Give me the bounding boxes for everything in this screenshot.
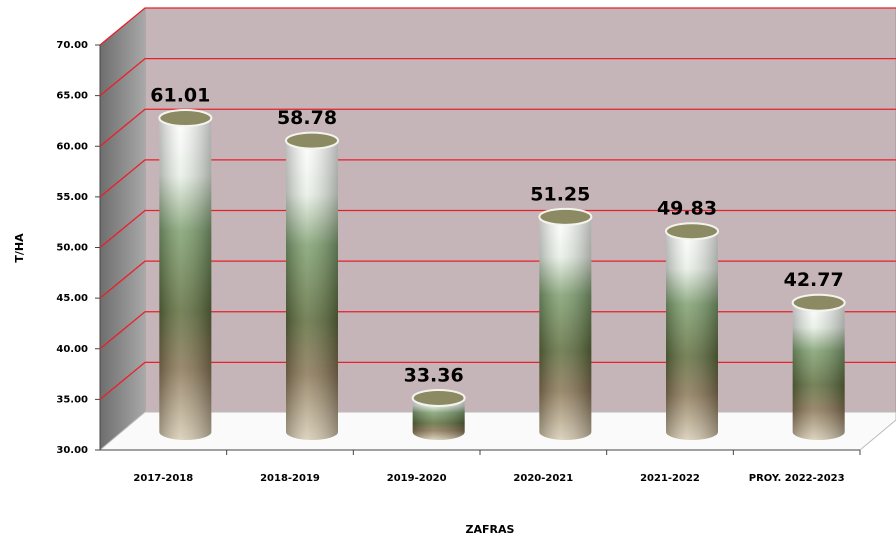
cylinder-shade	[539, 216, 592, 440]
cylinder-shade	[159, 118, 212, 441]
bar	[791, 293, 846, 440]
x-tick-label: 2019-2020	[387, 473, 447, 484]
value-label: 49.83	[657, 198, 717, 220]
y-tick-label: 50.00	[56, 243, 88, 254]
grid-line	[99, 311, 896, 350]
cylinder-top	[411, 388, 466, 407]
cylinder-shade	[666, 231, 718, 440]
y-tick-label: 65.00	[56, 91, 88, 102]
cylinder-top	[791, 293, 846, 312]
x-tick-label: PROY. 2022-2023	[749, 473, 845, 484]
grid-line	[99, 108, 896, 147]
bar	[665, 222, 719, 440]
cylinder-shade	[412, 397, 465, 440]
cylinder-top	[158, 109, 213, 128]
value-label: 51.25	[530, 183, 590, 205]
y-tick-label: 35.00	[56, 394, 88, 405]
y-tick-label: 30.00	[56, 445, 88, 456]
y-tick-label: 40.00	[56, 344, 88, 355]
y-tick-label: 45.00	[56, 293, 88, 304]
value-label: 42.77	[784, 269, 844, 291]
x-tick-label: 2017-2018	[133, 473, 193, 484]
bar	[285, 131, 339, 441]
cylinder-top	[285, 131, 339, 150]
grid-line	[99, 260, 896, 299]
y-tick-label: 70.00	[56, 40, 88, 51]
cylinder-shade	[792, 302, 845, 440]
bar	[411, 388, 466, 440]
grid-line	[99, 159, 896, 198]
cylinder-shade	[286, 140, 338, 441]
x-axis-label: ZAFRAS	[466, 523, 515, 536]
grid-line	[99, 7, 896, 46]
value-label: 58.78	[277, 107, 337, 129]
grid-line	[99, 209, 896, 249]
y-tick-label: 60.00	[56, 141, 88, 152]
bar	[158, 109, 213, 441]
cylinder-top	[538, 207, 593, 226]
grid-line	[99, 361, 896, 400]
x-tick-label: 2018-2019	[260, 473, 320, 484]
x-tick-label: 2021-2022	[640, 473, 700, 484]
grid-line	[99, 57, 896, 97]
y-tick-label: 55.00	[56, 192, 88, 203]
value-label: 33.36	[404, 364, 464, 386]
y-axis-label: T/HA	[13, 233, 26, 263]
bar	[538, 207, 593, 440]
x-tick-label: 2020-2021	[513, 473, 573, 484]
floor	[98, 411, 896, 451]
value-label: 61.01	[150, 85, 210, 107]
cylinder-top	[665, 222, 719, 241]
